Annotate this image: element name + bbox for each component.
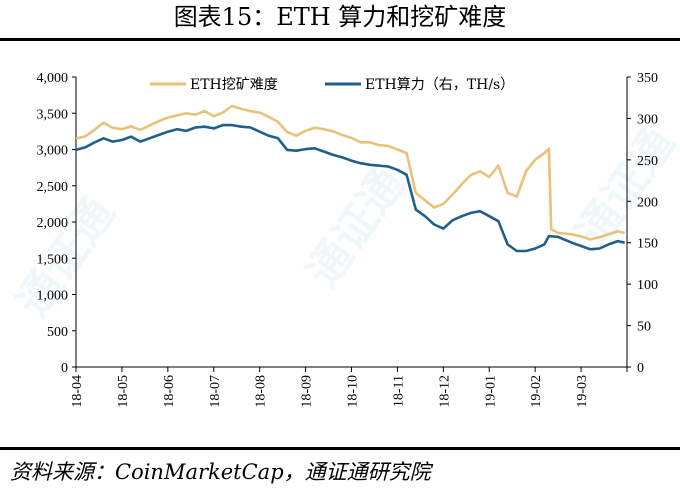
y-left-tick-label: 2,000 xyxy=(37,216,69,231)
source-note: 资料来源：CoinMarketCap，通证通研究院 xyxy=(10,460,431,484)
watermark-layer: 通证通 通证通 通证通 xyxy=(7,119,680,326)
y-right-tick-label: 50 xyxy=(637,320,651,335)
x-tick-label: 18-08 xyxy=(254,375,269,408)
series-lines xyxy=(75,104,625,253)
eth-hashrate-difficulty-chart: 通证通 通证通 通证通 05001,0001,5002,0002,5003,00… xyxy=(7,71,680,408)
x-tick-label: 19-02 xyxy=(529,375,544,408)
y-right-tick-label: 250 xyxy=(637,154,658,169)
legend-label: ETH算力（右，TH/s） xyxy=(365,77,514,93)
y-right-tick-label: 0 xyxy=(637,361,644,376)
y-left-tick-label: 0 xyxy=(61,361,68,376)
y-left-tick-label: 2,500 xyxy=(37,180,69,195)
y-left-tick-label: 500 xyxy=(47,325,68,340)
axes: 0 500 1,000 1,500 2,000 2,500 3,000 3,500 4,000 0… xyxy=(37,71,659,408)
x-tick-label: 18-11 xyxy=(391,375,406,407)
watermark-text: 通证通 xyxy=(297,159,414,296)
legend-label: ETH挖矿难度 xyxy=(190,77,278,93)
y-left-tick-label: 4,000 xyxy=(37,71,69,86)
y-left-tick-label: 1,500 xyxy=(37,252,69,267)
x-tick-label: 19-01 xyxy=(483,375,498,408)
x-tick-label: 19-03 xyxy=(575,375,590,408)
y-right-tick-label: 100 xyxy=(637,278,658,293)
x-tick-label: 18-07 xyxy=(208,375,223,408)
y-left-tick-label: 3,000 xyxy=(37,144,69,159)
y-right-tick-label: 300 xyxy=(637,112,658,127)
x-tick-label: 18-12 xyxy=(437,375,452,408)
top-rule xyxy=(0,38,680,41)
y-right-tick-label: 350 xyxy=(637,71,658,86)
x-tick-label: 18-09 xyxy=(300,375,315,408)
chart-title: 图表15：ETH 算力和挖矿难度 xyxy=(173,3,507,31)
difficulty-line xyxy=(75,104,625,241)
watermark-text: 通证通 xyxy=(567,119,680,256)
x-tick-label: 18-04 xyxy=(70,375,85,408)
x-tick-label: 18-05 xyxy=(116,375,131,408)
y-right-tick-label: 200 xyxy=(637,195,658,210)
y-left-tick-label: 1,000 xyxy=(37,289,69,304)
bottom-rule xyxy=(0,447,680,450)
hashrate-line xyxy=(75,123,625,253)
legend: ETH挖矿难度 ETH算力（右，TH/s） xyxy=(150,77,514,93)
y-right-tick-label: 150 xyxy=(637,237,658,252)
x-tick-label: 18-06 xyxy=(162,375,177,408)
x-tick-label: 18-10 xyxy=(346,375,361,408)
y-left-tick-label: 3,500 xyxy=(37,107,69,122)
